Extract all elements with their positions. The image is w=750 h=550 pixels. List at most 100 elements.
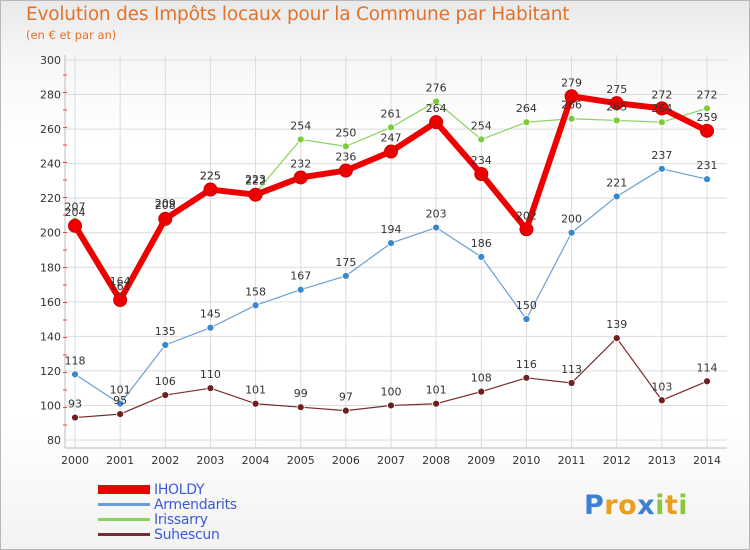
data-label-iholdy: 222 [245,175,266,188]
data-label-armendarits: 118 [65,354,86,367]
data-label-irissarry: 261 [381,107,402,120]
data-label-irissarry: 254 [290,119,311,132]
data-label-irissarry: 264 [651,102,672,115]
data-label-suhescun: 110 [200,368,221,381]
y-tick-label: 120 [40,365,61,378]
data-point-armendarits [341,272,350,280]
x-tick-label: 2007 [377,454,405,467]
data-point-suhescun [432,399,441,408]
data-label-armendarits: 203 [426,208,447,221]
data-point-irissarry [612,116,621,125]
data-label-irissarry: 254 [471,119,492,132]
data-label-suhescun: 108 [471,372,492,385]
data-point-suhescun [116,410,125,418]
data-label-irissarry: 250 [335,126,356,139]
data-point-iholdy [654,101,669,116]
data-point-armendarits [387,239,395,247]
data-label-iholdy: 264 [426,102,447,115]
data-point-suhescun [206,384,215,393]
x-tick-label: 2014 [693,454,721,467]
data-label-irissarry: 164 [110,275,131,288]
data-point-suhescun [703,377,711,386]
data-label-irissarry: 264 [516,102,537,115]
data-label-iholdy: 225 [200,170,221,183]
x-tick-label: 2004 [242,454,270,467]
x-tick-label: 2010 [512,454,540,467]
y-tick-label: 100 [40,399,61,412]
data-point-suhescun [341,406,350,415]
legend-swatch [98,533,150,536]
data-label-irissarry: 265 [606,100,627,113]
data-label-iholdy: 208 [155,199,176,212]
data-point-suhescun [296,403,305,412]
data-label-armendarits: 194 [381,223,402,236]
logo-letter: P [584,490,605,521]
data-point-armendarits [432,223,441,232]
data-label-iholdy: 272 [651,88,672,101]
data-label-iholdy: 247 [381,132,402,145]
y-tick-label: 200 [40,227,61,240]
data-point-suhescun [71,413,79,422]
data-label-suhescun: 113 [561,363,582,376]
data-label-armendarits: 145 [200,308,221,321]
data-point-iholdy [519,222,534,237]
data-point-irissarry [387,123,395,132]
data-label-suhescun: 106 [155,375,176,388]
y-tick-label: 140 [40,330,61,343]
data-label-irissarry: 272 [697,88,718,101]
data-point-iholdy [113,293,128,308]
y-tick-label: 260 [40,123,61,136]
y-tick-label: 80 [47,434,61,447]
legend-swatch [98,518,150,521]
data-label-suhescun: 139 [606,318,627,331]
chart-subtitle: (en € et par an) [26,28,117,42]
data-point-irissarry [567,114,576,123]
proxiti-logo: Proxiti [584,490,688,521]
legend-swatch [98,485,150,494]
data-label-iholdy: 204 [65,206,86,219]
data-label-irissarry: 223 [245,173,266,186]
data-point-iholdy [474,167,489,181]
data-label-iholdy: 279 [561,76,582,89]
data-label-suhescun: 101 [245,384,266,397]
data-label-suhescun: 101 [426,384,447,397]
x-tick-label: 2008 [422,454,450,467]
x-tick-label: 2012 [603,454,631,467]
chart-title: Evolution des Impôts locaux pour la Comm… [26,4,570,25]
data-point-irissarry [703,104,711,113]
data-point-armendarits [477,253,486,261]
data-point-iholdy [248,187,263,202]
data-label-irissarry: 225 [200,170,221,183]
legend-label: Armendarits [154,497,237,513]
data-point-iholdy [384,144,398,159]
data-label-iholdy: 232 [290,157,311,170]
x-tick-label: 2005 [287,454,315,467]
data-point-irissarry [522,118,531,127]
logo-letter: i [655,490,665,521]
data-point-iholdy [564,89,579,104]
legend-label: Suhescun [154,527,220,543]
data-point-armendarits [161,341,170,349]
x-tick-label: 2001 [106,454,134,467]
data-label-irissarry: 209 [155,197,176,210]
y-tick-label: 160 [40,296,61,309]
x-tick-label: 2002 [151,454,179,467]
data-point-armendarits [296,285,305,294]
data-point-iholdy [700,123,714,138]
data-label-suhescun: 103 [651,380,672,393]
data-label-armendarits: 167 [290,270,311,283]
y-tick-label: 220 [40,192,61,205]
data-point-armendarits [522,315,531,323]
data-label-armendarits: 135 [155,325,176,338]
data-label-armendarits: 200 [561,213,582,226]
data-label-armendarits: 158 [245,285,266,298]
data-point-suhescun [567,379,576,387]
logo-letter: r [604,490,619,521]
x-tick-label: 2011 [558,454,586,467]
data-point-irissarry [432,97,441,106]
x-tick-label: 2006 [332,454,360,467]
logo-letter: o [618,490,638,521]
data-label-suhescun: 99 [294,387,308,400]
data-point-armendarits [71,370,79,379]
